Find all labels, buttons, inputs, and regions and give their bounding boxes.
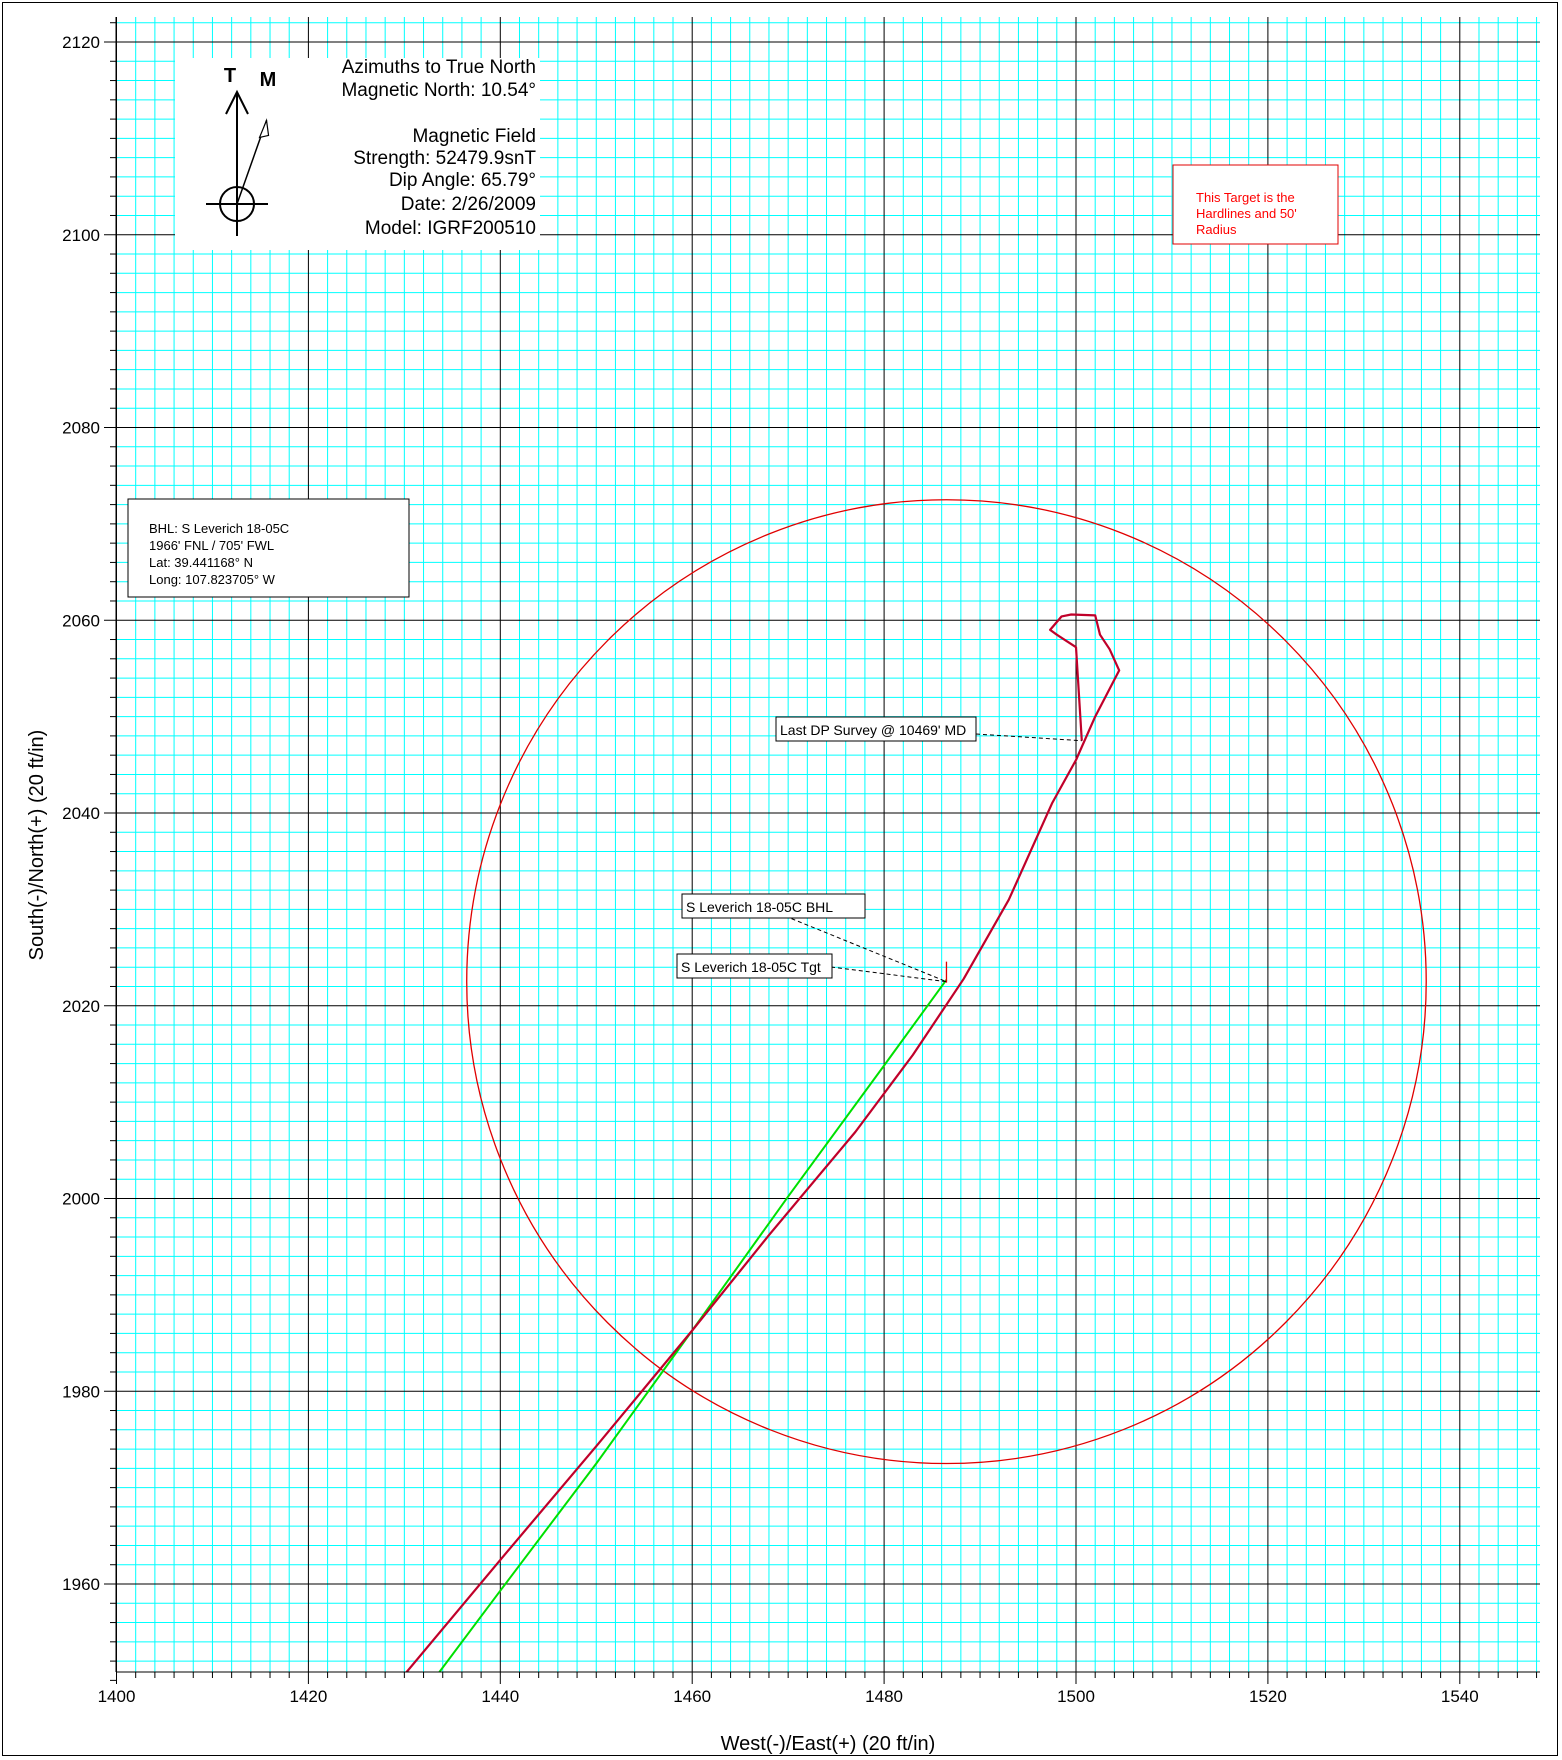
true-north-arrowhead (225, 89, 249, 115)
bhl-label: S Leverich 18-05C BHL (686, 899, 833, 915)
major-grid (116, 17, 1540, 1672)
bhl-info-line: Long: 107.823705° W (149, 572, 276, 587)
x-tick-label: 1520 (1249, 1687, 1287, 1706)
bhl-info-lines: BHL: S Leverich 18-05C 1966' FNL / 705' F… (149, 521, 289, 587)
bhl-info-line: 1966' FNL / 705' FWL (149, 538, 274, 553)
y-tick-label: 2020 (62, 997, 100, 1016)
last-survey-label: Last DP Survey @ 10469' MD (780, 722, 966, 738)
magnetic-info-line: Dip Angle: 65.79° (389, 170, 536, 191)
magnetic-north-label: M (260, 69, 277, 91)
magnetic-info-line: Magnetic North: 10.54° (341, 80, 536, 101)
magnetic-legend-box (175, 58, 540, 250)
north-arrow-icon (206, 89, 270, 236)
x-tick-label: 1400 (98, 1687, 136, 1706)
y-tick-label: 2080 (62, 419, 100, 438)
target-note-line: This Target is the (1196, 190, 1295, 205)
magnetic-info-line: Strength: 52479.9snT (353, 148, 536, 169)
bhl-label-box (681, 893, 866, 919)
last-survey-box (775, 716, 977, 742)
bhl-info-line: Lat: 39.441168° N (149, 555, 253, 570)
target-note-box (1172, 164, 1339, 245)
series-layer (405, 499, 1427, 1672)
tgt-label-box (676, 953, 833, 979)
plot-background (116, 17, 1540, 1672)
y-tick-label: 2100 (62, 226, 100, 245)
magnetic-north-arrowhead (258, 118, 270, 139)
bhl-info-line: BHL: S Leverich 18-05C (149, 521, 289, 536)
actual-path-line (405, 613, 1121, 1672)
target-note-line: Hardlines and 50' (1196, 206, 1297, 221)
x-tick-label: 1480 (865, 1687, 903, 1706)
annotation-layer: Last DP Survey @ 10469' MD S Leverich 18-… (676, 716, 1082, 983)
magnetic-info-line: Model: IGRF200510 (365, 218, 536, 239)
magnetic-info-line: Azimuths to True North (342, 57, 536, 78)
axis-layer: 1400 1420 1440 1460 1480 1500 1520 1540 1960 1980… (62, 17, 1540, 1706)
x-tick-label: 1540 (1441, 1687, 1479, 1706)
x-tick-label: 1440 (481, 1687, 519, 1706)
y-tick-label: 2120 (62, 33, 100, 52)
target-note-line: Radius (1196, 222, 1237, 237)
y-axis-label: South(-)/North(+) (20 ft/in) (26, 730, 48, 961)
tgt-label: S Leverich 18-05C Tgt (681, 959, 821, 975)
true-north-label: T (224, 65, 236, 87)
x-tick-label: 1500 (1057, 1687, 1095, 1706)
last-survey-leader (975, 733, 1082, 742)
bhl-info-box (127, 498, 410, 598)
magnetic-info-line: Date: 2/26/2009 (401, 194, 536, 215)
x-axis-label: West(-)/East(+) (20 ft/in) (721, 1733, 936, 1755)
y-tick-label: 1980 (62, 1382, 100, 1401)
x-tick-label: 1460 (673, 1687, 711, 1706)
y-tick-label: 2000 (62, 1190, 100, 1209)
target-circle (466, 499, 1427, 1465)
y-tick-label: 1960 (62, 1575, 100, 1594)
bhl-leader (784, 915, 947, 983)
y-tick-label: 2040 (62, 804, 100, 823)
tgt-leader (830, 966, 947, 983)
x-tick-label: 1420 (289, 1687, 327, 1706)
y-tick-label: 2060 (62, 611, 100, 630)
bhl-info: BHL: S Leverich 18-05C 1966' FNL / 705' F… (127, 498, 410, 598)
magnetic-info-line: Magnetic Field (412, 126, 536, 147)
